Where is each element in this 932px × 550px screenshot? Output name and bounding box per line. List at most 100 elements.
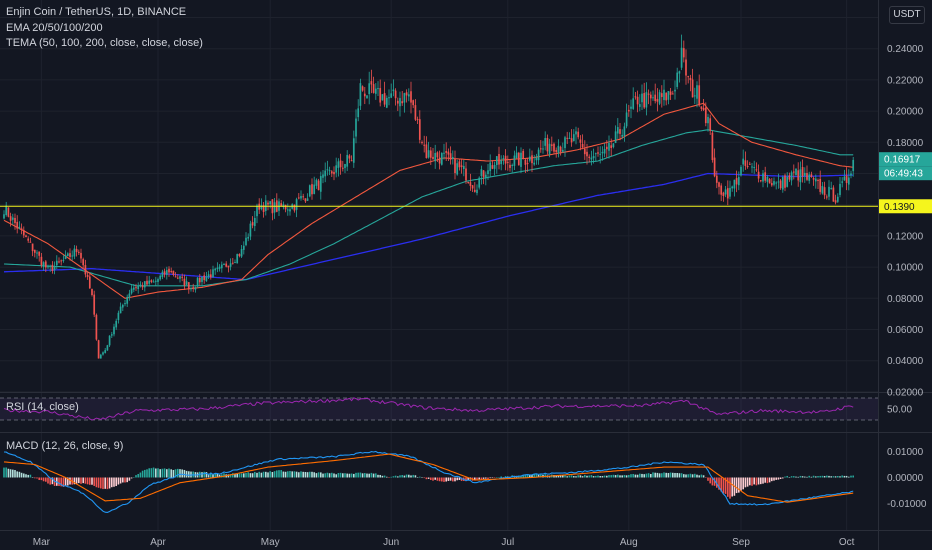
candle-body xyxy=(22,230,25,236)
candle-body xyxy=(11,217,14,220)
macd-histogram-bar xyxy=(757,477,760,485)
macd-histogram-bar xyxy=(617,474,619,478)
candle-body xyxy=(220,264,223,269)
macd-histogram-bar xyxy=(667,473,670,478)
macd-histogram-bar xyxy=(540,474,542,478)
macd-histogram-bar xyxy=(306,472,309,478)
candle-body xyxy=(473,189,476,192)
candle-body xyxy=(27,238,30,241)
candle-body xyxy=(663,89,665,101)
candle-body xyxy=(253,217,256,227)
candle-body xyxy=(627,109,630,112)
macd-histogram-bar xyxy=(493,477,496,478)
candle-body xyxy=(295,199,298,210)
macd-histogram-bar xyxy=(139,472,142,478)
macd-histogram-bar xyxy=(705,477,707,478)
candle-body xyxy=(553,143,555,152)
candle-body xyxy=(718,182,720,187)
macd-histogram-bar xyxy=(95,477,98,488)
macd-histogram-bar xyxy=(284,471,287,478)
macd-histogram-bar xyxy=(425,477,428,480)
macd-histogram-bar xyxy=(746,477,749,487)
candle-body xyxy=(460,165,463,167)
macd-histogram-bar xyxy=(416,477,419,478)
candle-body xyxy=(449,153,452,160)
macd-histogram-bar xyxy=(522,474,524,478)
macd-histogram-bar xyxy=(454,477,456,482)
candle-body xyxy=(297,197,300,199)
candle-body xyxy=(363,93,366,97)
tema-legend[interactable]: TEMA (50, 100, 200, close, close, close) xyxy=(6,37,203,49)
macd-histogram-bar xyxy=(170,469,172,478)
candle-body xyxy=(121,304,124,308)
price-tick-label: 0.06000 xyxy=(887,325,924,336)
candle-body xyxy=(432,156,434,160)
candle-body xyxy=(825,196,828,198)
macd-histogram-bar xyxy=(678,473,681,478)
macd-histogram-bar xyxy=(133,477,135,478)
macd-histogram-bar xyxy=(823,475,826,478)
candle-body xyxy=(3,214,5,219)
macd-histogram-bar xyxy=(641,473,643,478)
candle-body xyxy=(416,119,419,121)
macd-histogram-bar xyxy=(808,475,810,478)
rsi-legend[interactable]: RSI (14, close) xyxy=(6,401,79,413)
candle-body xyxy=(830,188,833,190)
symbol-title[interactable]: Enjin Coin / TetherUS, 1D, BINANCE xyxy=(6,6,187,18)
candle-body xyxy=(724,189,727,195)
macd-histogram-bar xyxy=(610,475,612,478)
candle-body xyxy=(792,171,795,173)
candle-body xyxy=(344,164,346,169)
macd-histogram-bar xyxy=(38,477,40,480)
macd-histogram-bar xyxy=(843,475,846,478)
macd-histogram-bar xyxy=(729,477,731,499)
currency-badge[interactable]: USDT xyxy=(889,6,925,24)
candle-body xyxy=(786,176,789,187)
candle-body xyxy=(612,143,615,148)
candle-body xyxy=(429,150,432,158)
candle-body xyxy=(707,116,709,124)
macd-histogram-bar xyxy=(267,472,269,478)
macd-histogram-bar xyxy=(529,474,531,478)
macd-histogram-bar xyxy=(581,476,584,478)
candle-body xyxy=(55,260,58,266)
macd-histogram-bar xyxy=(229,474,232,478)
candle-body xyxy=(502,158,505,160)
candle-body xyxy=(97,340,100,359)
month-label-Jul: Jul xyxy=(501,537,514,548)
candle-body xyxy=(581,143,584,148)
candle-body xyxy=(381,94,384,101)
candle-body xyxy=(658,92,661,104)
candle-body xyxy=(95,314,98,340)
candle-body xyxy=(836,196,839,202)
macd-legend[interactable]: MACD (12, 26, close, 9) xyxy=(6,440,124,452)
macd-histogram-bar xyxy=(256,472,258,478)
macd-histogram-bar xyxy=(852,475,854,478)
candle-body xyxy=(412,100,415,106)
macd-histogram-bar xyxy=(183,469,186,478)
candle-body xyxy=(231,262,234,264)
candle-body xyxy=(577,131,580,138)
macd-histogram-bar xyxy=(447,477,450,481)
macd-histogram-bar xyxy=(579,475,582,478)
macd-histogram-bar xyxy=(97,477,100,488)
macd-histogram-bar xyxy=(755,477,758,486)
macd-histogram-bar xyxy=(630,474,632,478)
macd-histogram-bar xyxy=(619,475,621,478)
macd-histogram-bar xyxy=(762,477,764,484)
candle-body xyxy=(619,129,621,134)
candle-body xyxy=(91,289,93,296)
candle-body xyxy=(143,281,146,288)
macd-histogram-bar xyxy=(727,477,729,497)
time-axis[interactable]: Mar Apr May Jun Jul Aug Sep Oct xyxy=(33,537,855,548)
horizontal-line-tag-bg xyxy=(879,199,932,214)
ema-legend[interactable]: EMA 20/50/100/200 xyxy=(6,22,103,34)
candle-body xyxy=(799,169,802,183)
macd-histogram-bar xyxy=(821,475,824,478)
macd-histogram-bar xyxy=(782,477,784,479)
candle-body xyxy=(588,156,591,158)
macd-histogram-bar xyxy=(304,471,307,478)
candle-body xyxy=(421,142,423,144)
candle-body xyxy=(308,185,311,197)
